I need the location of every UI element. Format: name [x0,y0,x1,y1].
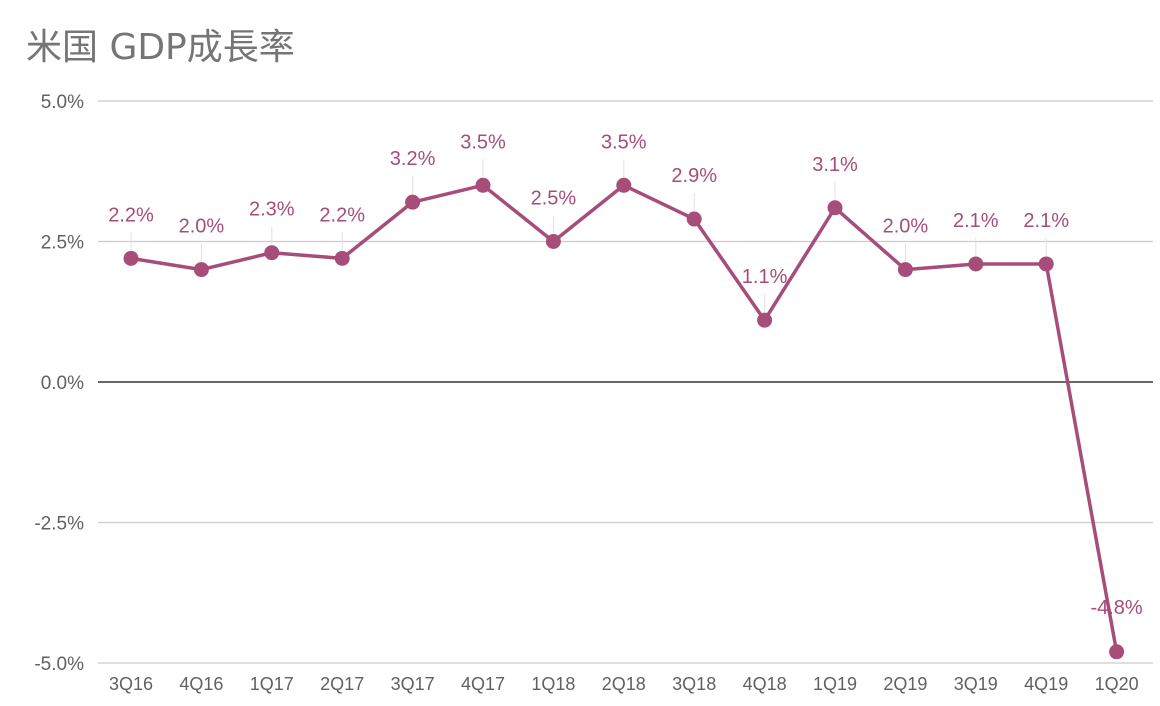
data-labels: 2.2% 2.0% 2.3% 2.2% 3.2% 3.5% 2.5% 3.5% 2.9% 1.1%… [108,131,1143,618]
data-label: 1.1% [742,266,788,288]
chart-title: 米国 GDP成長率 [26,27,295,68]
data-point [686,211,702,227]
data-label: 2.2% [108,204,154,226]
gridlines [98,100,1153,664]
x-tick-label: 2Q17 [320,674,364,694]
x-tick-label: 2Q18 [602,674,646,694]
data-point [1038,256,1054,272]
data-label: 2.3% [249,199,295,221]
data-point [193,262,209,278]
x-tick-label: 3Q18 [672,674,716,694]
data-label: 2.0% [883,216,929,238]
x-tick-label: 3Q17 [391,674,435,694]
data-label: 3.1% [812,154,858,176]
data-point [968,256,984,272]
x-tick-label: 4Q18 [743,674,787,694]
data-point [827,200,843,216]
data-label: -4.8% [1090,597,1142,619]
data-point [475,177,491,193]
data-label: 2.1% [1023,210,1069,232]
x-tick-label: 1Q18 [531,674,575,694]
y-tick-label: 2.5% [41,233,84,254]
x-tick-label: 4Q17 [461,674,505,694]
data-label: 3.5% [460,131,506,153]
data-label: 2.2% [319,204,365,226]
x-tick-label: 4Q19 [1024,674,1068,694]
y-tick-label: -2.5% [34,514,84,535]
x-tick-label: 1Q17 [250,674,294,694]
data-points [123,177,1125,660]
data-label: 3.5% [601,131,647,153]
x-tick-label: 2Q19 [883,674,927,694]
data-point [757,312,773,328]
x-tick-label: 3Q19 [954,674,998,694]
data-point [123,250,139,266]
data-point [545,234,561,249]
data-label: 2.1% [953,210,999,232]
data-point [264,245,280,261]
data-point [1109,644,1125,660]
data-point [897,262,913,278]
data-label: 2.5% [531,188,577,210]
x-tick-label: 3Q16 [109,674,153,694]
data-label: 3.2% [390,148,436,170]
x-tick-label: 4Q16 [179,674,223,694]
data-point [616,177,632,193]
x-axis-ticks: 3Q16 4Q16 1Q17 2Q17 3Q17 4Q17 1Q18 2Q18 3Q18 4Q18… [109,674,1139,694]
y-axis-ticks: 5.0% 2.5% 0.0% -2.5% -5.0% [34,92,84,675]
data-label: 2.0% [179,216,225,238]
data-point [405,194,421,210]
x-tick-label: 1Q19 [813,674,857,694]
data-label-leaders [130,159,1047,313]
data-label: 2.9% [671,165,717,187]
y-tick-label: 0.0% [41,373,84,394]
data-point [334,250,350,266]
y-tick-label: -5.0% [34,654,84,675]
y-tick-label: 5.0% [41,92,84,113]
x-tick-label: 1Q20 [1095,674,1139,694]
